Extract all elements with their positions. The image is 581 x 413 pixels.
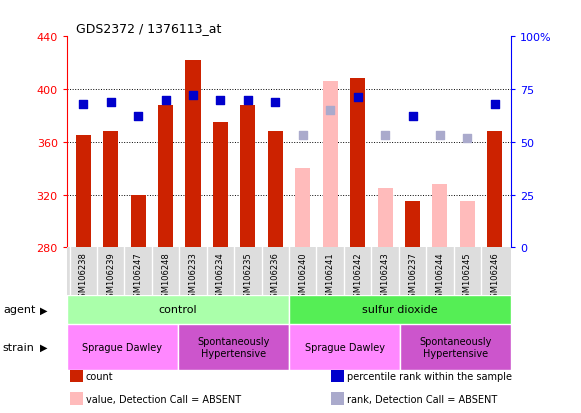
Bar [322,82,338,248]
Text: GSM106245: GSM106245 [463,252,472,302]
Text: GSM106237: GSM106237 [408,252,417,302]
Point [490,101,500,108]
Text: value, Detection Call = ABSENT: value, Detection Call = ABSENT [86,394,241,404]
Point [435,133,444,140]
Point [462,135,472,142]
Text: GSM106242: GSM106242 [353,252,362,302]
Text: count: count [86,371,114,381]
Bar [378,189,393,248]
Text: GSM106241: GSM106241 [326,252,335,302]
Point [408,114,417,121]
Text: Spontaneously
Hypertensive: Spontaneously Hypertensive [419,336,492,358]
Text: GSM106247: GSM106247 [134,252,143,302]
Bar [289,295,511,324]
Bar [213,123,228,248]
Text: sulfur dioxide: sulfur dioxide [363,305,438,315]
Text: GSM106238: GSM106238 [79,252,88,302]
Point [243,97,253,104]
Text: ▶: ▶ [40,342,47,352]
Text: percentile rank within the sample: percentile rank within the sample [347,371,512,381]
Point [216,97,225,104]
Point [78,101,88,108]
Text: ▶: ▶ [40,305,47,315]
Bar [241,106,256,248]
Text: GDS2372 / 1376113_at: GDS2372 / 1376113_at [76,21,221,35]
Bar [405,202,420,248]
Text: agent: agent [3,305,35,315]
Text: control: control [159,305,197,315]
Bar [487,132,503,248]
Bar [67,295,289,324]
Bar [289,324,400,370]
Point [134,114,143,121]
Bar [268,132,283,248]
Text: GSM106240: GSM106240 [298,252,307,302]
Bar [185,61,200,248]
Bar [295,169,310,248]
Bar [131,195,146,248]
Text: rank, Detection Call = ABSENT: rank, Detection Call = ABSENT [347,394,498,404]
Point [325,107,335,114]
Bar [350,79,365,248]
Text: strain: strain [3,342,35,352]
Text: Sprague Dawley: Sprague Dawley [83,342,162,352]
Bar [432,185,447,248]
Text: GSM106235: GSM106235 [243,252,252,302]
Bar [67,324,178,370]
Point [161,97,170,104]
Text: GSM106246: GSM106246 [490,252,499,302]
Point [381,133,390,140]
Point [271,99,280,106]
Bar [178,324,289,370]
Point [106,99,116,106]
Bar [76,136,91,248]
Text: GSM106244: GSM106244 [435,252,444,302]
Point [188,93,198,100]
Text: GSM106234: GSM106234 [216,252,225,302]
Text: GSM106243: GSM106243 [381,252,390,302]
Bar [400,324,511,370]
Point [353,95,363,102]
Text: GSM106233: GSM106233 [188,252,198,302]
Bar [103,132,119,248]
Text: Sprague Dawley: Sprague Dawley [304,342,385,352]
Text: GSM106248: GSM106248 [161,252,170,302]
Text: GSM106236: GSM106236 [271,252,280,302]
Bar [460,202,475,248]
Text: Spontaneously
Hypertensive: Spontaneously Hypertensive [198,336,270,358]
Point [298,133,307,140]
Text: GSM106239: GSM106239 [106,252,115,302]
Bar [158,106,173,248]
